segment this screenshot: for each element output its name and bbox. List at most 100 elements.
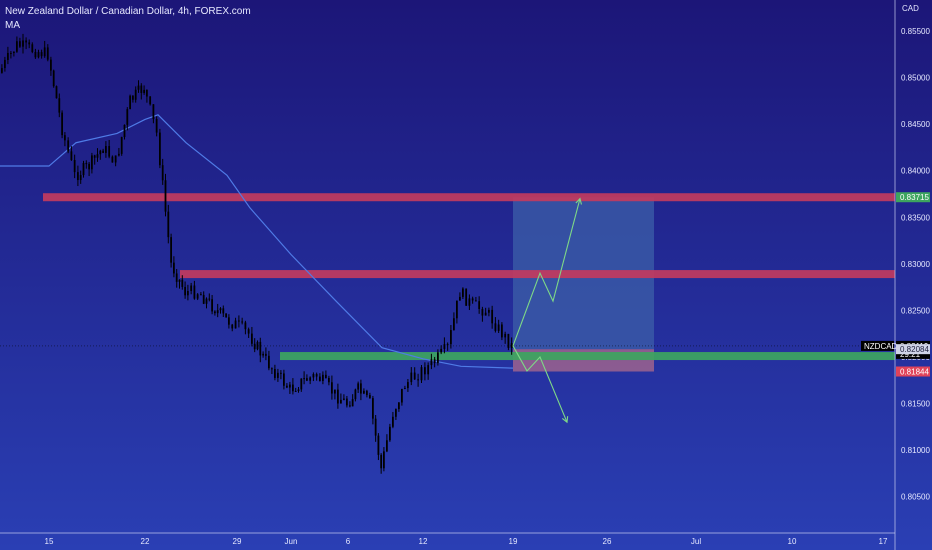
- candle-body[interactable]: [93, 155, 96, 158]
- candle-body[interactable]: [152, 104, 155, 120]
- candle-body[interactable]: [417, 379, 419, 381]
- candle-body[interactable]: [167, 211, 170, 238]
- candle-body[interactable]: [73, 160, 76, 173]
- candle-body[interactable]: [178, 279, 181, 282]
- candle-body[interactable]: [459, 296, 461, 301]
- candle-body[interactable]: [504, 333, 507, 338]
- candle-body[interactable]: [478, 301, 481, 309]
- candle-body[interactable]: [501, 324, 503, 338]
- candle-body[interactable]: [37, 52, 40, 58]
- candle-body[interactable]: [363, 390, 365, 394]
- candle-body[interactable]: [437, 352, 439, 363]
- candle-body[interactable]: [52, 70, 55, 87]
- candle-body[interactable]: [256, 341, 259, 350]
- candle-body[interactable]: [251, 333, 253, 344]
- candle-body[interactable]: [96, 154, 99, 158]
- candle-body[interactable]: [219, 308, 222, 311]
- candle-body[interactable]: [228, 317, 230, 325]
- candle-body[interactable]: [349, 405, 351, 407]
- candle-body[interactable]: [137, 85, 140, 90]
- candle-body[interactable]: [462, 288, 464, 297]
- candle-body[interactable]: [140, 85, 143, 93]
- candle-body[interactable]: [294, 390, 297, 392]
- projection-arrow-down[interactable]: [512, 345, 568, 423]
- candle-body[interactable]: [82, 163, 85, 176]
- candle-body[interactable]: [372, 398, 374, 419]
- candle-body[interactable]: [105, 146, 107, 153]
- candle-body[interactable]: [446, 344, 449, 346]
- candle-body[interactable]: [494, 323, 497, 331]
- candle-body[interactable]: [351, 399, 354, 407]
- candle-body[interactable]: [132, 95, 134, 100]
- candle-body[interactable]: [253, 343, 256, 350]
- candle-body[interactable]: [79, 175, 82, 181]
- candle-body[interactable]: [202, 294, 205, 304]
- candle-body[interactable]: [22, 40, 24, 47]
- candle-body[interactable]: [465, 288, 468, 306]
- candle-body[interactable]: [398, 402, 400, 410]
- candle-body[interactable]: [322, 374, 324, 381]
- candle-body[interactable]: [312, 374, 315, 378]
- candle-body[interactable]: [129, 95, 131, 110]
- moving-average-line[interactable]: [0, 114, 514, 369]
- candle-body[interactable]: [453, 318, 455, 331]
- candle-body[interactable]: [190, 285, 193, 291]
- candle-body[interactable]: [456, 300, 458, 319]
- projection-arrow-up[interactable]: [512, 198, 581, 346]
- candle-body[interactable]: [319, 376, 321, 381]
- candle-body[interactable]: [55, 86, 58, 99]
- candle-body[interactable]: [146, 89, 148, 97]
- candle-body[interactable]: [303, 378, 305, 380]
- candle-body[interactable]: [427, 365, 430, 375]
- candle-body[interactable]: [343, 398, 345, 400]
- candle-body[interactable]: [306, 378, 308, 381]
- candle-body[interactable]: [155, 119, 158, 133]
- candle-body[interactable]: [481, 308, 484, 316]
- candle-body[interactable]: [277, 372, 279, 378]
- candle-body[interactable]: [159, 132, 161, 166]
- candle-body[interactable]: [283, 373, 285, 386]
- candle-body[interactable]: [360, 383, 362, 394]
- candle-body[interactable]: [184, 286, 186, 296]
- candle-body[interactable]: [13, 51, 15, 53]
- candle-body[interactable]: [433, 359, 436, 363]
- candle-body[interactable]: [488, 309, 490, 313]
- candle-body[interactable]: [134, 89, 137, 100]
- candle-body[interactable]: [420, 367, 423, 381]
- candle-body[interactable]: [120, 137, 123, 154]
- candle-body[interactable]: [19, 41, 21, 47]
- candle-body[interactable]: [309, 377, 312, 381]
- candle-body[interactable]: [271, 368, 273, 370]
- candle-body[interactable]: [450, 330, 452, 345]
- candle-body[interactable]: [401, 388, 403, 403]
- candle-body[interactable]: [88, 163, 90, 170]
- candle-body[interactable]: [67, 140, 70, 152]
- candle-body[interactable]: [424, 367, 426, 375]
- candle-body[interactable]: [34, 51, 37, 58]
- candle-body[interactable]: [484, 312, 487, 316]
- candle-body[interactable]: [430, 359, 433, 366]
- candle-body[interactable]: [404, 388, 406, 390]
- candle-body[interactable]: [43, 47, 46, 57]
- candle-body[interactable]: [164, 180, 167, 212]
- candle-body[interactable]: [354, 389, 357, 400]
- indicator-label-ma[interactable]: MA: [5, 20, 20, 31]
- support-level-line[interactable]: [280, 352, 895, 361]
- candle-body[interactable]: [386, 440, 388, 452]
- candle-body[interactable]: [91, 155, 93, 170]
- candle-body[interactable]: [280, 372, 282, 374]
- candle-body[interactable]: [216, 310, 219, 314]
- candle-body[interactable]: [85, 163, 88, 165]
- candle-body[interactable]: [440, 348, 443, 353]
- candle-body[interactable]: [200, 294, 202, 296]
- candle-body[interactable]: [50, 59, 52, 71]
- candle-body[interactable]: [196, 294, 199, 299]
- candle-body[interactable]: [334, 389, 336, 394]
- candle-body[interactable]: [77, 172, 79, 181]
- candle-body[interactable]: [28, 42, 31, 45]
- candle-body[interactable]: [262, 353, 264, 356]
- candle-body[interactable]: [374, 418, 377, 436]
- candle-body[interactable]: [413, 372, 416, 380]
- candle-body[interactable]: [222, 308, 225, 314]
- candle-body[interactable]: [238, 320, 240, 322]
